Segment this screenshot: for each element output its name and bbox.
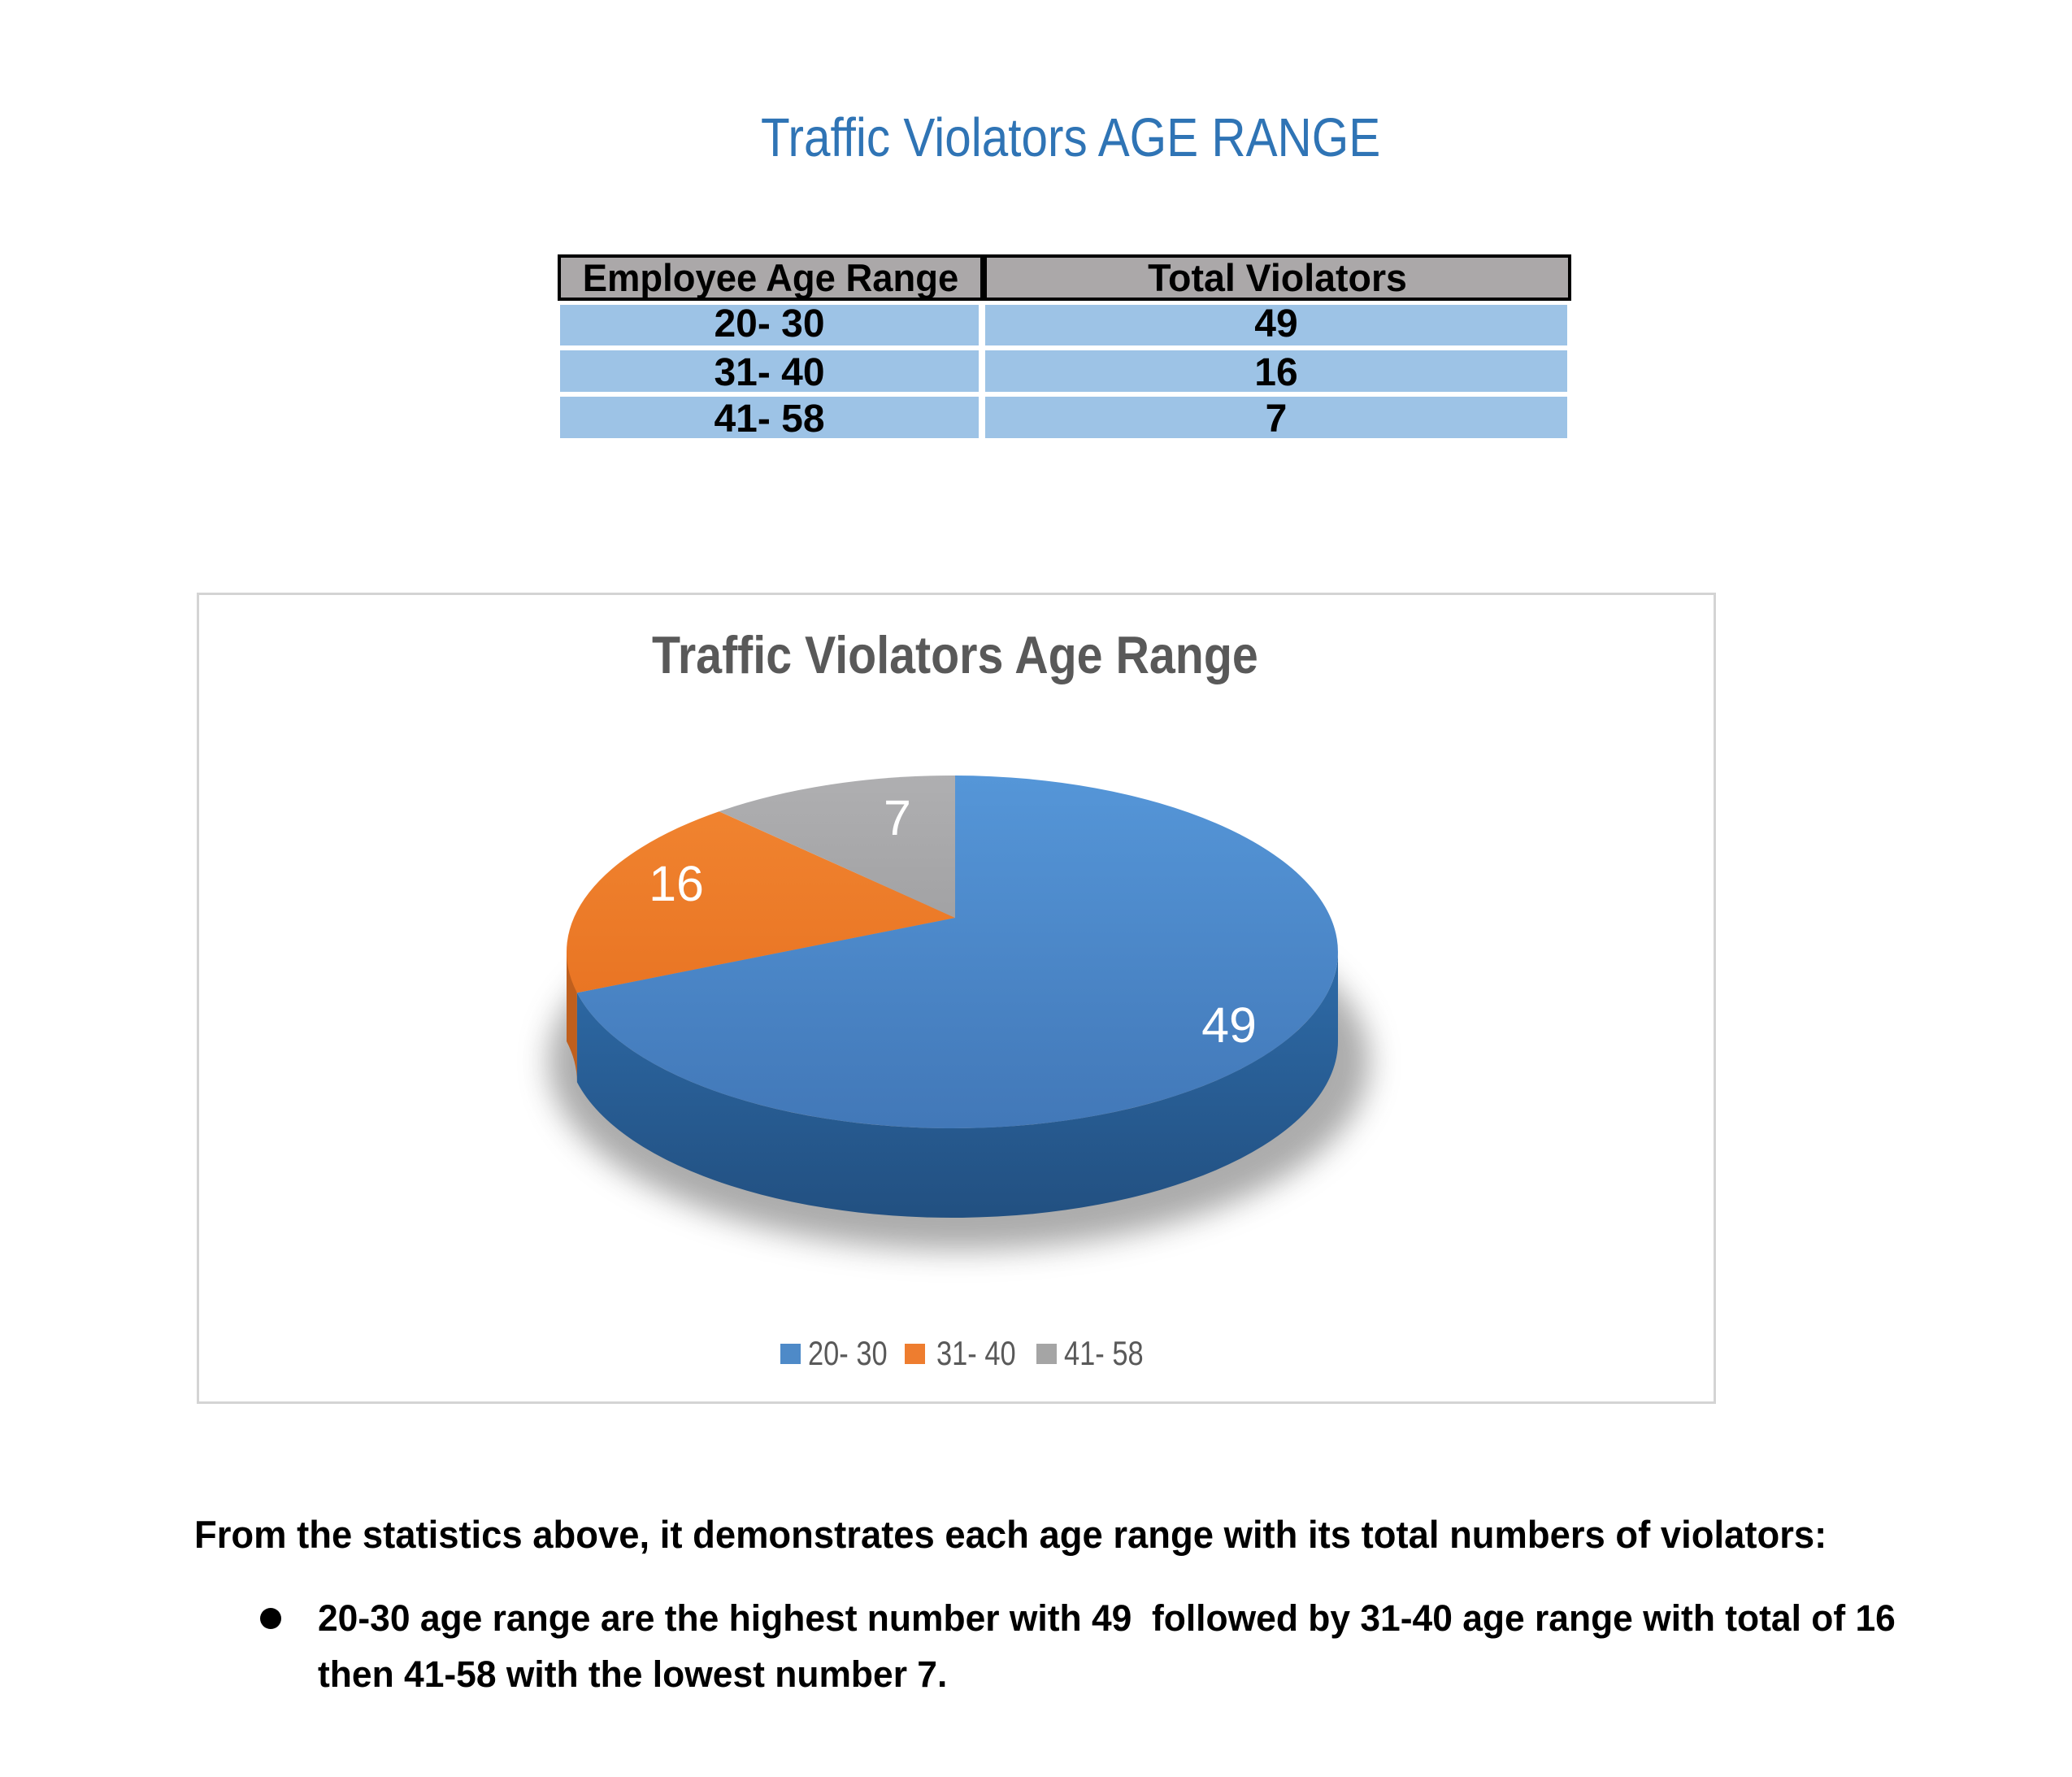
svg-text:16: 16: [649, 856, 704, 911]
svg-text:7: 7: [884, 790, 911, 845]
svg-text:49: 49: [1201, 997, 1257, 1053]
